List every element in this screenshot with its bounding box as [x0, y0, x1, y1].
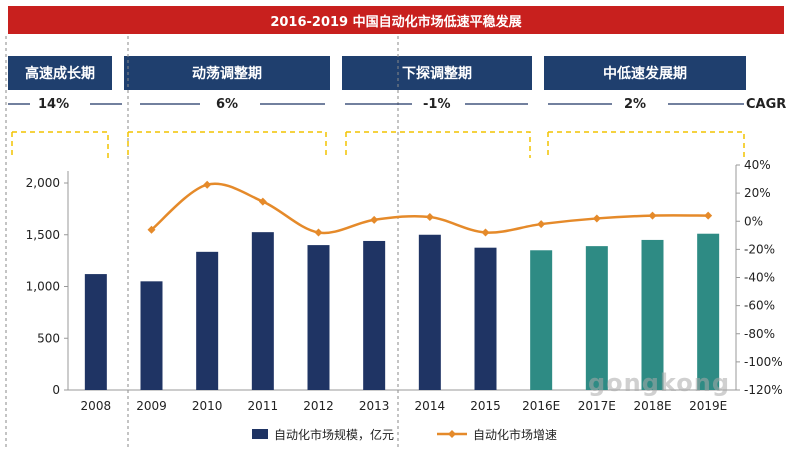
chart-title: 2016-2019 中国自动化市场低速平稳发展 — [8, 6, 784, 34]
watermark: gongkong — [588, 369, 731, 397]
y-right-tick-label: -20% — [744, 242, 775, 256]
phase-bracket-1 — [127, 131, 327, 158]
phase-label-downward-adjustment: 下探调整期 — [342, 56, 532, 90]
phase-rate-high-growth: 14% — [38, 97, 70, 112]
growth-rate-point-2014 — [425, 213, 434, 222]
y-right-tick-label: 20% — [744, 186, 771, 200]
x-tick-label: 2010 — [192, 399, 223, 413]
y-left-tick-label: 1,000 — [26, 280, 60, 294]
legend-label-line: 自动化市场增速 — [473, 427, 557, 442]
y-right-tick-label: 0% — [744, 214, 763, 228]
bar-2008 — [84, 274, 107, 390]
y-right-tick-label: -100% — [744, 355, 783, 369]
growth-rate-point-2017E — [592, 214, 601, 223]
phase-label-high-growth: 高速成长期 — [8, 56, 112, 90]
phase-bracket-3 — [547, 131, 745, 158]
legend-marker-line — [448, 430, 456, 438]
bar-2019E — [697, 233, 720, 390]
legend-swatch-bar — [252, 429, 268, 439]
legend-label-bar: 自动化市场规模，亿元 — [274, 427, 394, 442]
y-right-tick-label: -40% — [744, 271, 775, 285]
y-left-tick-label: 500 — [37, 331, 60, 345]
x-tick-label: 2015 — [470, 399, 501, 413]
growth-rate-point-2013 — [370, 215, 379, 224]
x-tick-label: 2012 — [303, 399, 334, 413]
bar-2011 — [251, 232, 274, 390]
growth-rate-point-2011 — [258, 197, 267, 206]
y-right-tick-label: -60% — [744, 299, 775, 313]
phase-label-mid-low-speed: 中低速发展期 — [544, 56, 746, 90]
x-tick-label: 2009 — [136, 399, 167, 413]
y-left-tick-label: 0 — [52, 383, 60, 397]
y-right-tick-label: -80% — [744, 327, 775, 341]
x-tick-label: 2014 — [415, 399, 446, 413]
x-tick-label: 2019E — [689, 399, 727, 413]
cagr-label: CAGR — [746, 97, 787, 112]
y-left-tick-label: 1,500 — [26, 228, 60, 242]
growth-rate-line — [150, 182, 709, 235]
phase-rate-turbulent-adjustment: 6% — [216, 97, 239, 112]
phase-rate-downward-adjustment: -1% — [423, 97, 451, 112]
x-tick-label: 2011 — [248, 399, 279, 413]
bar-2010 — [196, 251, 219, 390]
bar-2014 — [418, 234, 441, 390]
bar-2016E — [530, 250, 553, 390]
growth-rate-point-2015 — [481, 228, 490, 237]
y-right-tick-label: -120% — [744, 383, 783, 397]
phase-bracket-0 — [11, 131, 109, 158]
x-tick-label: 2017E — [578, 399, 616, 413]
y-left-tick-label: 2,000 — [26, 176, 60, 190]
bar-2009 — [140, 281, 163, 390]
bar-2012 — [307, 245, 330, 390]
phase-bracket-2 — [345, 131, 531, 158]
x-tick-label: 2018E — [633, 399, 671, 413]
growth-rate-point-2010 — [203, 180, 212, 189]
growth-rate-point-2012 — [314, 228, 323, 237]
x-tick-label: 2008 — [81, 399, 112, 413]
bar-2017E — [585, 246, 608, 390]
growth-rate-point-2019E — [704, 211, 713, 220]
growth-rate-point-2009 — [147, 225, 156, 234]
growth-rate-point-2016E — [537, 220, 546, 229]
x-tick-label: 2016E — [522, 399, 560, 413]
bar-2018E — [641, 239, 664, 390]
growth-rate-point-2018E — [648, 211, 657, 220]
phase-rate-mid-low-speed: 2% — [624, 97, 647, 112]
x-tick-label: 2013 — [359, 399, 390, 413]
bar-2015 — [474, 247, 497, 390]
y-right-tick-label: 40% — [744, 158, 771, 172]
phase-label-turbulent-adjustment: 动荡调整期 — [124, 56, 330, 90]
bar-2013 — [363, 240, 386, 390]
